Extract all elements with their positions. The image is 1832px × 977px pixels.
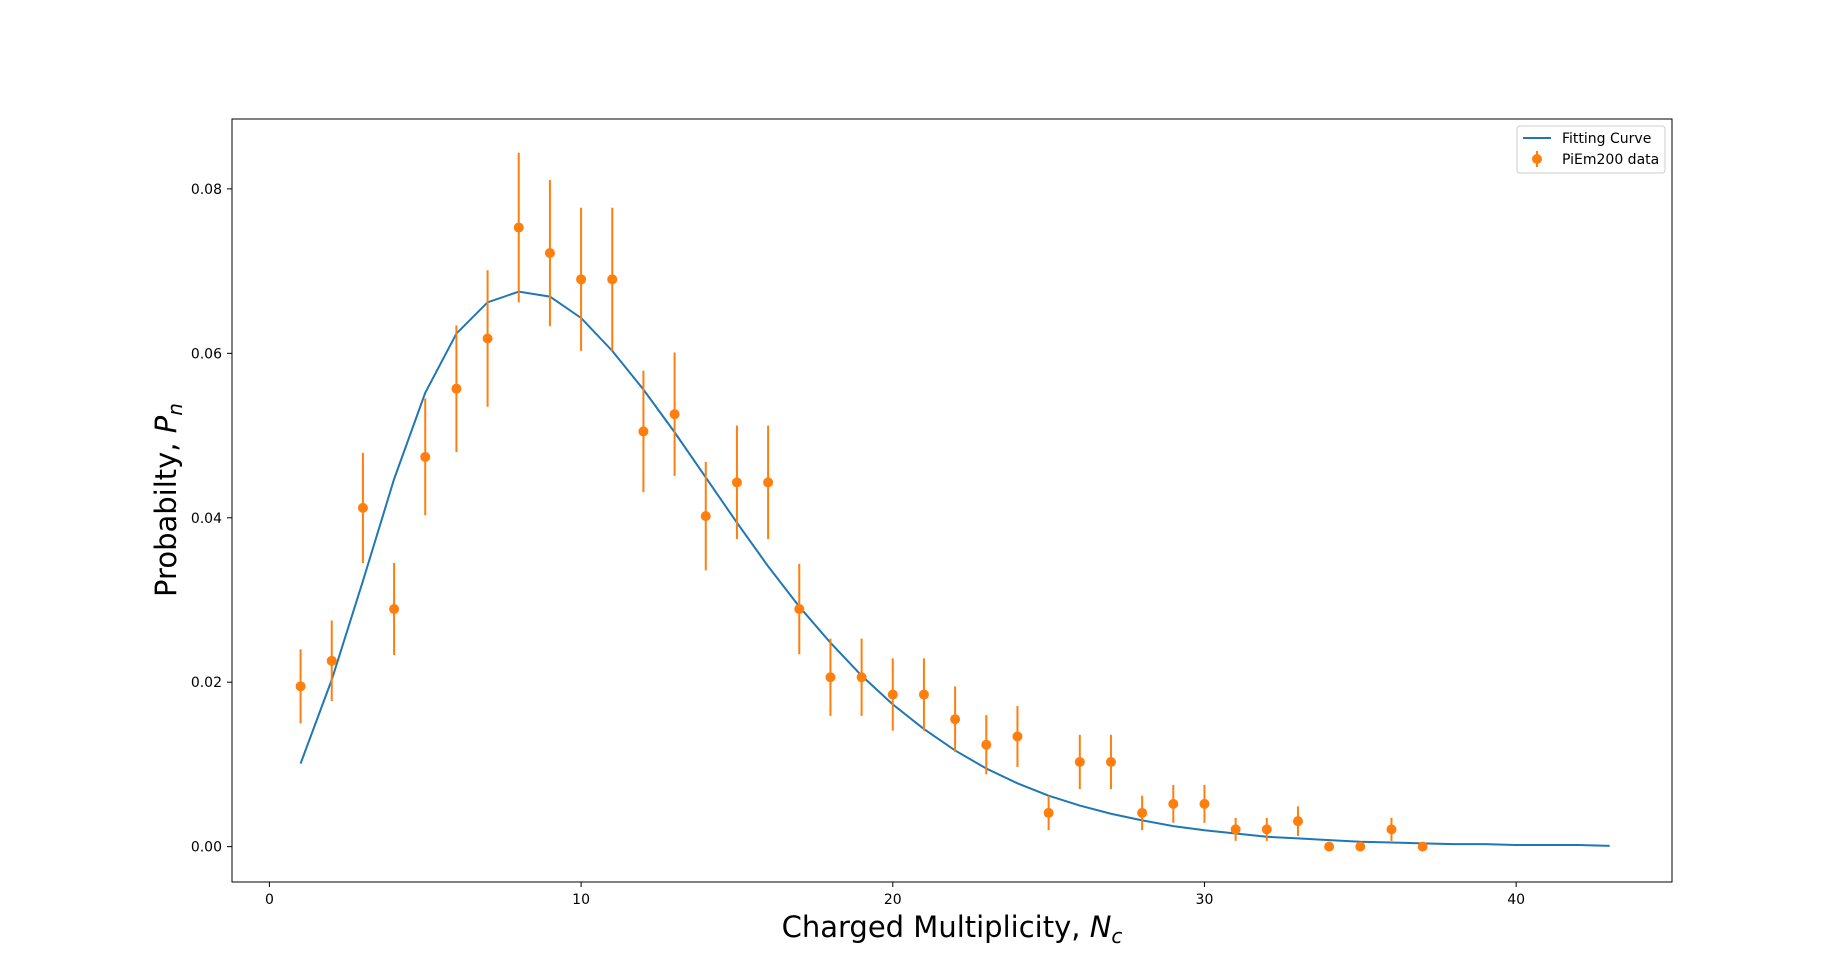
data-point — [1137, 807, 1148, 818]
x-tick-label: 20 — [884, 892, 902, 908]
data-point — [887, 689, 898, 700]
data-point — [763, 477, 774, 488]
data-point — [918, 689, 929, 700]
legend-label-fitting-curve: Fitting Curve — [1562, 131, 1651, 147]
x-axis: 0 10 20 30 40 — [265, 882, 1525, 908]
x-axis-title-symbol: N — [1090, 910, 1112, 944]
x-tick-label: 0 — [265, 892, 274, 908]
data-point — [326, 655, 337, 666]
data-point — [1168, 798, 1179, 809]
data-point — [451, 383, 462, 394]
data-point — [1105, 756, 1116, 767]
data-point — [1417, 841, 1428, 852]
data-point — [1355, 841, 1366, 852]
legend-swatch-marker — [1532, 154, 1542, 164]
y-axis-title-symbol: P — [149, 415, 183, 433]
x-tick-label: 10 — [572, 892, 590, 908]
y-tick-label: 0.06 — [191, 346, 222, 362]
data-point — [825, 672, 836, 683]
data-point — [1074, 756, 1085, 767]
x-axis-title-subscript: c — [1111, 924, 1122, 948]
data-point — [420, 451, 431, 462]
x-tick-label: 40 — [1507, 892, 1525, 908]
data-point — [1199, 798, 1210, 809]
data-point — [950, 714, 961, 725]
data-point — [544, 248, 555, 259]
data-point — [1043, 807, 1054, 818]
data-point — [389, 604, 400, 615]
y-tick-label: 0.02 — [191, 675, 222, 691]
y-axis-title-subscript: n — [163, 403, 187, 416]
x-axis-title-text: Charged Multiplicity, — [782, 910, 1081, 944]
legend-label-piem200-data: PiEm200 data — [1562, 152, 1659, 168]
data-point — [794, 604, 805, 615]
y-axis: 0.00 0.02 0.04 0.06 0.08 — [191, 182, 232, 856]
data-point — [1292, 816, 1303, 827]
data-point — [669, 409, 680, 420]
data-point — [295, 681, 306, 692]
y-tick-label: 0.08 — [191, 182, 222, 198]
data-point — [856, 672, 867, 683]
data-point — [1012, 731, 1023, 742]
data-point — [513, 222, 524, 233]
data-point — [731, 477, 742, 488]
legend: Fitting Curve PiEm200 data — [1516, 125, 1666, 174]
plot-area — [231, 118, 1673, 883]
legend-frame — [1516, 125, 1666, 174]
x-tick-label: 30 — [1196, 892, 1214, 908]
x-axis-title: Charged Multiplicity, Nc — [782, 910, 1123, 948]
data-point — [1230, 824, 1241, 835]
data-point — [607, 274, 618, 285]
y-tick-label: 0.00 — [191, 840, 222, 856]
data-point — [638, 426, 649, 437]
y-axis-title-text: Probabilty, — [149, 442, 183, 596]
data-point — [1386, 824, 1397, 835]
data-point — [357, 502, 368, 513]
data-point — [482, 333, 493, 344]
data-point — [1261, 824, 1272, 835]
data-point — [700, 511, 711, 522]
y-tick-label: 0.04 — [191, 511, 222, 527]
data-point — [576, 274, 587, 285]
series-layer — [295, 152, 1610, 852]
y-axis-title: Probabilty, Pn — [149, 403, 187, 597]
data-point — [1324, 841, 1335, 852]
data-point — [981, 739, 992, 750]
